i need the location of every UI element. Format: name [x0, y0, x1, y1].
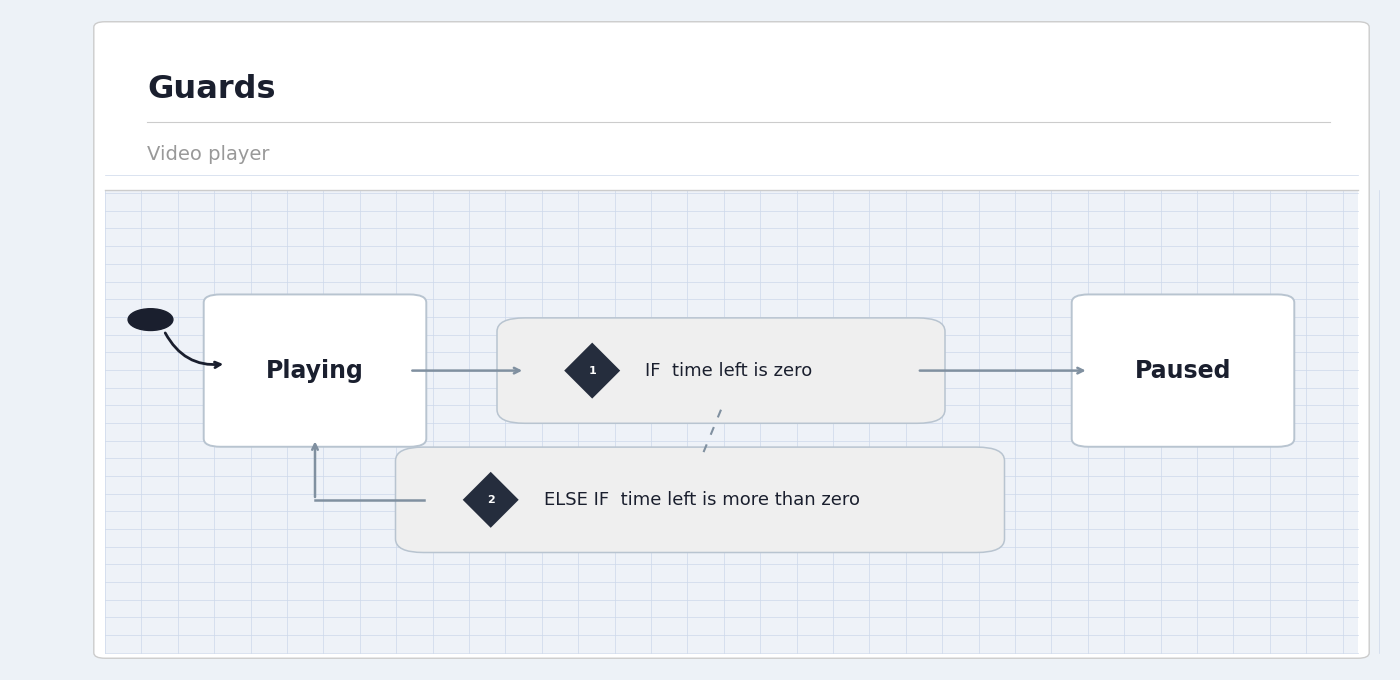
Text: Playing: Playing [266, 358, 364, 383]
FancyBboxPatch shape [94, 22, 1369, 658]
Text: IF  time left is zero: IF time left is zero [645, 362, 812, 379]
FancyBboxPatch shape [1072, 294, 1294, 447]
Polygon shape [564, 343, 620, 398]
FancyBboxPatch shape [105, 190, 1358, 653]
Text: 1: 1 [588, 366, 596, 375]
Text: ELSE IF  time left is more than zero: ELSE IF time left is more than zero [543, 491, 860, 509]
FancyBboxPatch shape [204, 294, 426, 447]
Text: Video player: Video player [147, 145, 269, 164]
Text: Guards: Guards [147, 73, 276, 105]
Polygon shape [462, 472, 519, 528]
FancyBboxPatch shape [497, 318, 945, 423]
Text: 2: 2 [487, 495, 494, 505]
Circle shape [129, 309, 174, 330]
FancyBboxPatch shape [395, 447, 1005, 552]
Text: Paused: Paused [1135, 358, 1231, 383]
